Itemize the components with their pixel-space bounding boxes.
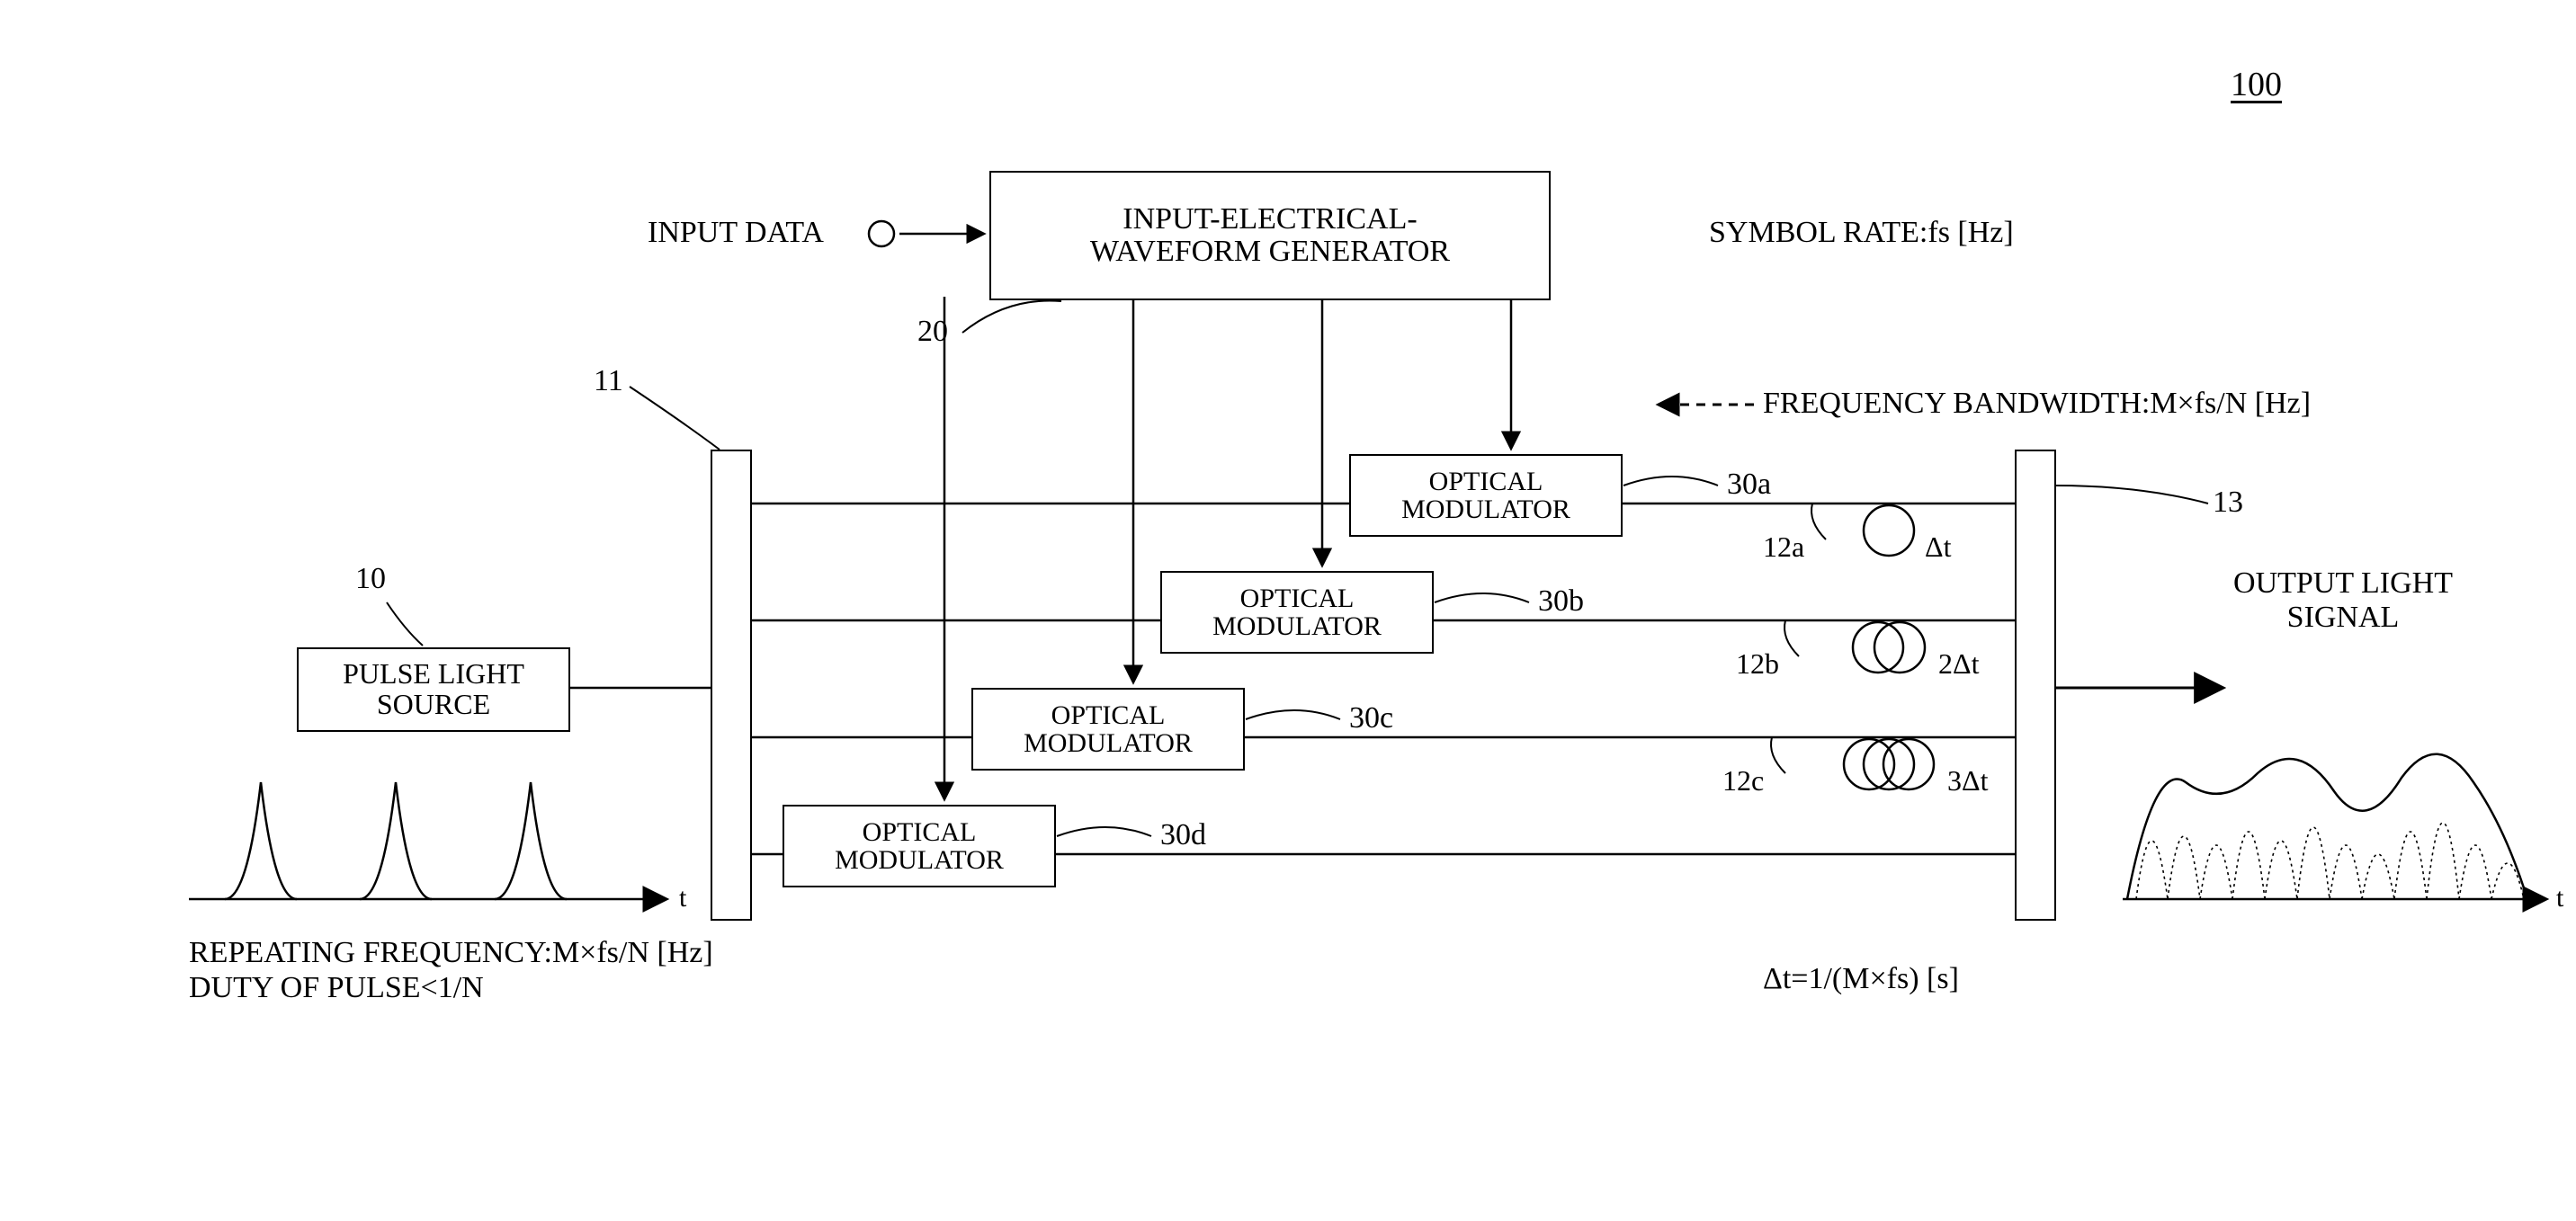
splitter-ref-leader bbox=[630, 387, 720, 450]
mod-d-ref: 30d bbox=[1160, 818, 1206, 852]
output-label-l2: SIGNAL bbox=[2186, 601, 2500, 635]
svg-text:t: t bbox=[679, 883, 687, 913]
input-data-terminal bbox=[869, 221, 894, 246]
mod-a-box: OPTICAL MODULATOR bbox=[1349, 454, 1623, 537]
optical-combiner bbox=[2015, 450, 2056, 921]
wavegen-ref-leader bbox=[962, 300, 1061, 333]
output-label-l1: OUTPUT LIGHT bbox=[2186, 566, 2500, 601]
symbol-rate-label: SYMBOL RATE:fs [Hz] bbox=[1709, 216, 2014, 250]
waveform-gen-ref: 20 bbox=[917, 315, 948, 349]
waveform-gen-line2: WAVEFORM GENERATOR bbox=[1090, 236, 1450, 268]
mod-a-l1: OPTICAL bbox=[1401, 468, 1570, 496]
mod-c-ref: 30c bbox=[1349, 701, 1393, 735]
mod-a-l2: MODULATOR bbox=[1401, 495, 1570, 524]
mod-b-box: OPTICAL MODULATOR bbox=[1160, 571, 1434, 654]
delay-c-val: 3Δt bbox=[1947, 764, 1988, 798]
mod-c-box: OPTICAL MODULATOR bbox=[971, 688, 1245, 771]
delay-a-ref: 12a bbox=[1763, 530, 1804, 564]
mod-c-l2: MODULATOR bbox=[1024, 729, 1193, 758]
mod-a-ref: 30a bbox=[1727, 468, 1771, 502]
delay-12b-icon bbox=[1784, 620, 1925, 673]
delay-c-ref: 12c bbox=[1722, 764, 1764, 798]
splitter-ref: 11 bbox=[594, 364, 623, 398]
optical-splitter bbox=[711, 450, 752, 921]
input-data-label: INPUT DATA bbox=[648, 216, 824, 250]
output-label: OUTPUT LIGHT SIGNAL bbox=[2186, 566, 2500, 635]
mod-d-ref-leader bbox=[1057, 827, 1151, 836]
pulse-source-ref: 10 bbox=[355, 562, 386, 596]
delay-b-ref: 12b bbox=[1736, 647, 1779, 681]
pulse-source-box: PULSE LIGHT SOURCE bbox=[297, 647, 570, 732]
mod-d-box: OPTICAL MODULATOR bbox=[783, 805, 1056, 887]
mod-c-ref-leader bbox=[1246, 710, 1340, 719]
output-wave-plot: t bbox=[2123, 754, 2564, 913]
repeating-l2: DUTY OF PULSE<1/N bbox=[189, 970, 713, 1005]
waveform-gen-line1: INPUT-ELECTRICAL- bbox=[1090, 203, 1450, 236]
delay-a-val: Δt bbox=[1925, 530, 1951, 564]
svg-text:t: t bbox=[2556, 883, 2564, 913]
freq-bw-label: FREQUENCY BANDWIDTH:M×fs/N [Hz] bbox=[1763, 387, 2311, 421]
mod-b-ref-leader bbox=[1435, 593, 1529, 602]
combiner-ref: 13 bbox=[2213, 486, 2243, 520]
combiner-ref-leader bbox=[2055, 486, 2208, 504]
input-pulse-plot: t bbox=[189, 782, 687, 913]
delta-t-caption: Δt=1/(M×fs) [s] bbox=[1763, 962, 1959, 996]
mod-b-ref: 30b bbox=[1538, 584, 1584, 619]
repeating-caption: REPEATING FREQUENCY:M×fs/N [Hz] DUTY OF … bbox=[189, 935, 713, 1005]
pulse-source-l2: SOURCE bbox=[343, 690, 524, 720]
repeating-l1: REPEATING FREQUENCY:M×fs/N [Hz] bbox=[189, 935, 713, 970]
mod-d-l2: MODULATOR bbox=[835, 846, 1004, 875]
delay-12a-icon bbox=[1811, 504, 1914, 556]
mod-b-l1: OPTICAL bbox=[1212, 584, 1382, 613]
delay-b-val: 2Δt bbox=[1938, 647, 1979, 681]
diagram-stage: 100 bbox=[0, 0, 2576, 1221]
mod-c-l1: OPTICAL bbox=[1024, 701, 1193, 730]
mod-b-l2: MODULATOR bbox=[1212, 612, 1382, 641]
pulse-ref-leader bbox=[387, 602, 423, 646]
delay-12c-icon bbox=[1771, 737, 1934, 789]
mod-d-l1: OPTICAL bbox=[835, 818, 1004, 847]
waveform-generator-box: INPUT-ELECTRICAL- WAVEFORM GENERATOR bbox=[989, 171, 1551, 300]
pulse-source-l1: PULSE LIGHT bbox=[343, 659, 524, 690]
mod-a-ref-leader bbox=[1623, 477, 1718, 486]
